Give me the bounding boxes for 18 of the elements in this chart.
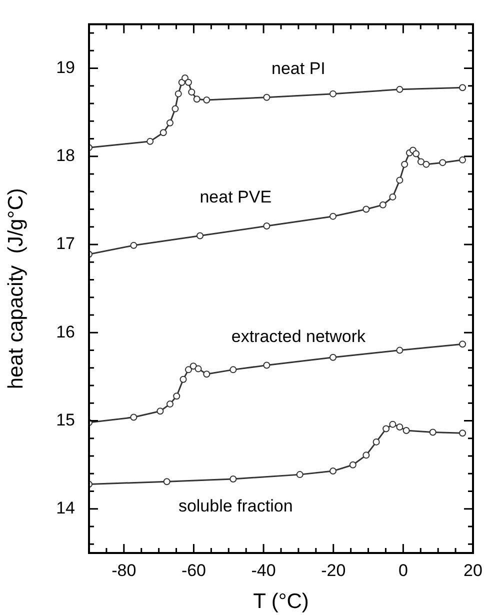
x-tick-label: 20 [464, 560, 482, 580]
y-tick-label: 15 [56, 410, 75, 430]
x-tick-label: -20 [321, 560, 346, 580]
x-tick-label: 0 [398, 560, 408, 580]
series-label: neat PI [272, 59, 326, 78]
series-label: extracted network [231, 326, 366, 346]
x-axis-title: T (°C) [253, 590, 309, 614]
x-tick-label: -40 [251, 560, 276, 580]
y-tick-label: 17 [56, 234, 75, 254]
y-tick-label: 14 [56, 498, 75, 518]
series-label: soluble fraction [178, 496, 293, 516]
y-axis-title: heat capacity (J/g°C) [4, 188, 28, 390]
y-tick-label: 19 [56, 58, 75, 77]
x-tick-label: -80 [112, 560, 136, 580]
y-tick-label: 16 [56, 322, 75, 342]
series-label: neat PVE [200, 188, 272, 207]
y-tick-label: 18 [56, 146, 75, 166]
x-tick-label: -60 [181, 560, 206, 580]
